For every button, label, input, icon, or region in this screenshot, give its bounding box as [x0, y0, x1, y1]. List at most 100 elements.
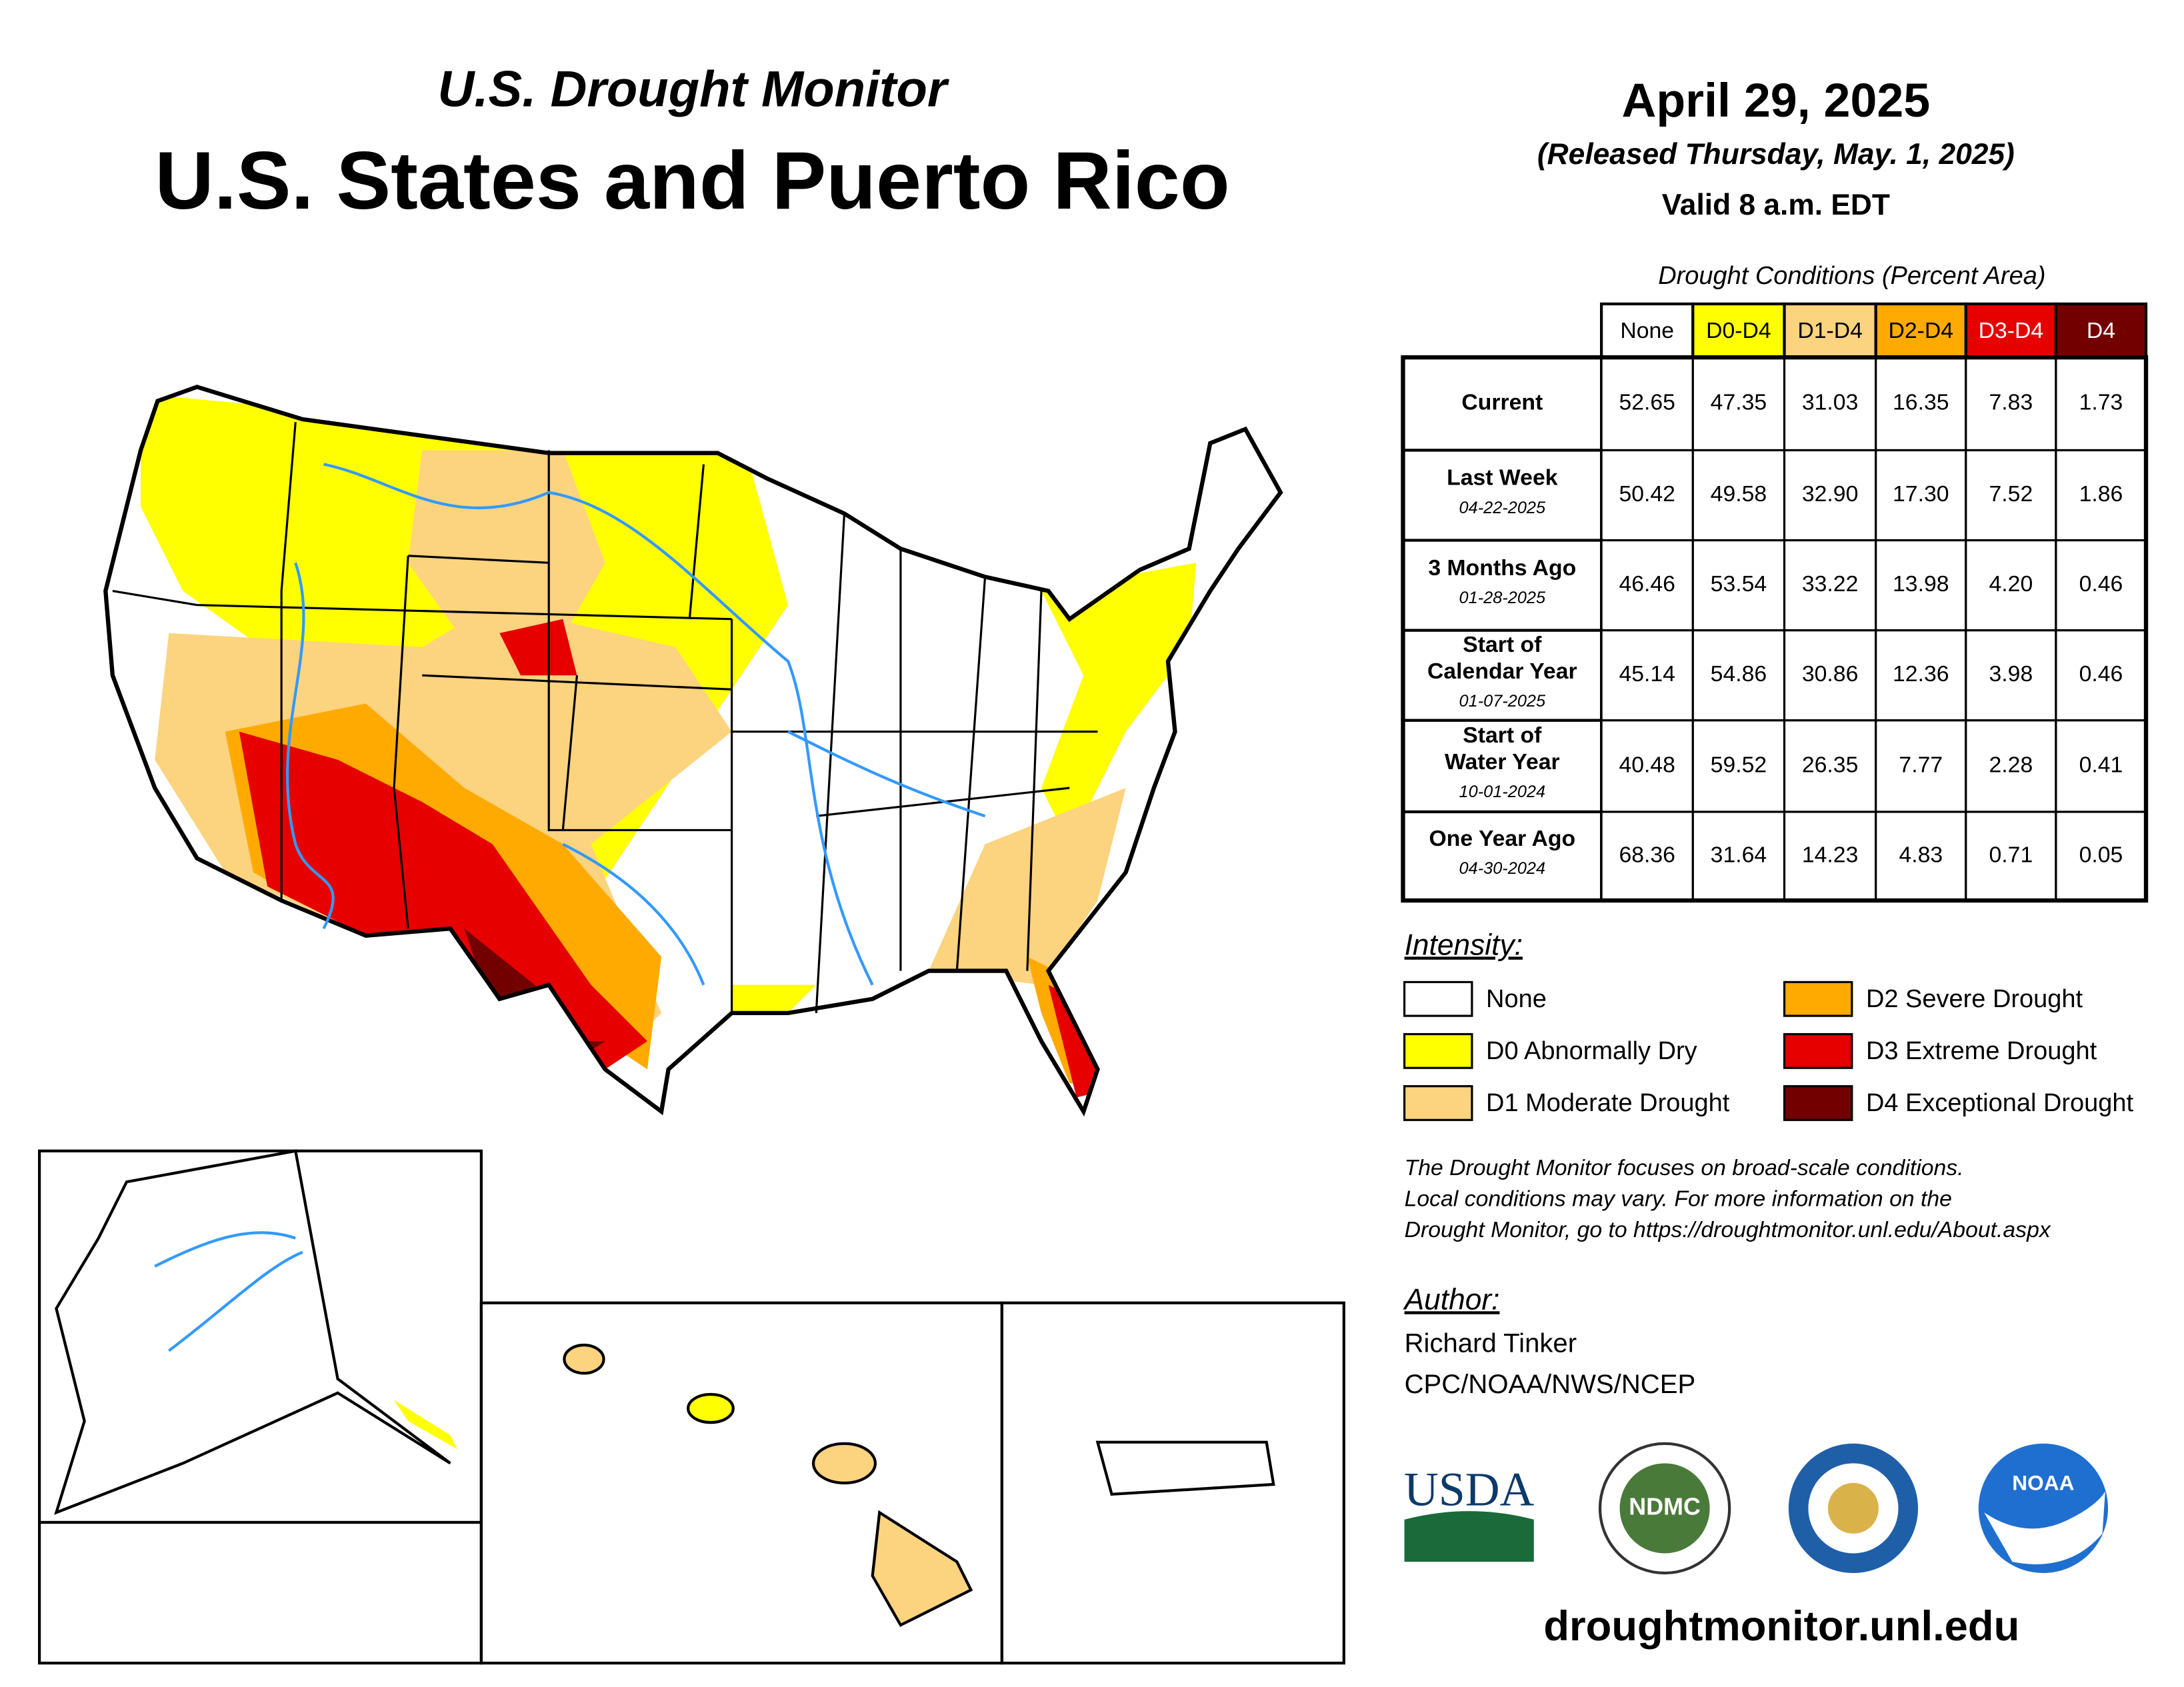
- date: April 29, 2025: [1622, 74, 1931, 127]
- row-date: 04-30-2024: [1459, 859, 1546, 878]
- value-cell: [2055, 811, 2147, 902]
- valid-time: Valid 8 a.m. EDT: [1662, 189, 1890, 221]
- noaa-logo: NOAA: [2012, 1470, 2074, 1494]
- value: 40.48: [1619, 752, 1675, 777]
- usda-logo: USDA: [1404, 1462, 1535, 1516]
- value: 0.46: [2079, 661, 2123, 687]
- value-cell: [1600, 719, 1694, 813]
- value: 49.58: [1711, 481, 1767, 507]
- value-cell: [1691, 356, 1786, 452]
- legend-swatch: [1403, 980, 1473, 1017]
- value: 32.90: [1802, 481, 1858, 507]
- row-date: 01-28-2025: [1459, 589, 1546, 607]
- value-cell: [1600, 539, 1694, 632]
- conditions-table: None D0-D4 D1-D4 D2-D4 D3-D4 D4 Current 52.65 47…: [1401, 302, 2149, 903]
- value: 1.73: [2079, 390, 2123, 415]
- author-title: Author:: [1403, 1283, 1500, 1316]
- logos: USDA NDMC NOAA: [1404, 1442, 2109, 1575]
- row-date: 10-01-2024: [1459, 783, 1546, 801]
- legend: None D0 Abnormally Dry D1 Moderate Drought…: [1403, 980, 2134, 1121]
- value-cell: [1965, 811, 2057, 902]
- legend-label: D2 Severe Drought: [1866, 985, 2083, 1013]
- legend-swatch: [1783, 980, 1853, 1017]
- conus-map: [103, 385, 1283, 1117]
- row-label: Current: [1461, 390, 1543, 415]
- value: 13.98: [1893, 571, 1949, 597]
- legend-swatch: [1403, 1085, 1473, 1121]
- value: 14.23: [1802, 842, 1858, 867]
- hawaii-inset: [479, 1301, 1004, 1665]
- value: 3.98: [1989, 661, 2033, 687]
- value: 16.35: [1893, 390, 1949, 415]
- puerto-rico-inset: [1000, 1301, 1345, 1665]
- table-border: [1401, 355, 2149, 903]
- value: 31.03: [1802, 390, 1858, 415]
- alaska-inset: [37, 1149, 483, 1665]
- value-cell: [1875, 719, 1967, 813]
- row-label-cell: [1401, 356, 1603, 452]
- value-cell: [1965, 449, 2057, 542]
- note-line: Local conditions may vary. For more info…: [1405, 1186, 1952, 1212]
- legend-label: D1 Moderate Drought: [1486, 1089, 1730, 1117]
- value-cell: [1783, 449, 1877, 542]
- author-org: CPC/NOAA/NWS/NCEP: [1405, 1370, 1696, 1399]
- value: 31.64: [1711, 842, 1767, 867]
- legend-swatch: [1783, 1085, 1853, 1121]
- value-cell: [1965, 539, 2057, 632]
- row-label: One Year Ago: [1429, 826, 1576, 851]
- value: 53.54: [1711, 571, 1767, 597]
- column-header: D1-D4: [1797, 318, 1863, 343]
- author-name: Richard Tinker: [1405, 1329, 1577, 1358]
- value: 0.71: [1989, 842, 2033, 867]
- value: 7.83: [1989, 390, 2033, 415]
- value-cell: [2055, 356, 2147, 452]
- value-cell: [1600, 449, 1694, 542]
- legend-label: D3 Extreme Drought: [1866, 1037, 2097, 1065]
- value: 7.77: [1899, 752, 1943, 777]
- row-label: 3 Months Ago: [1428, 555, 1576, 581]
- note: The Drought Monitor focuses on broad-sca…: [1405, 1155, 2051, 1242]
- value-cell: [1783, 719, 1877, 813]
- column-header-cell: [1783, 302, 1877, 359]
- value-cell: [2055, 449, 2147, 542]
- value-cell: [2055, 719, 2147, 813]
- value: 52.65: [1619, 390, 1675, 415]
- value-cell: [1875, 811, 1967, 902]
- value: 17.30: [1893, 481, 1949, 507]
- value: 0.46: [2079, 571, 2123, 597]
- value: 59.52: [1711, 752, 1767, 777]
- note-line: The Drought Monitor focuses on broad-sca…: [1405, 1155, 1964, 1180]
- value: 54.86: [1711, 661, 1767, 687]
- row-label: Last Week: [1447, 465, 1558, 491]
- value: 1.86: [2079, 481, 2123, 507]
- value: 0.41: [2079, 752, 2123, 777]
- column-header: None: [1620, 318, 1674, 343]
- row-label: Start of: [1463, 723, 1542, 748]
- row-label-cell: [1401, 629, 1603, 722]
- value: 50.42: [1619, 481, 1675, 507]
- value-cell: [1691, 629, 1786, 722]
- value-cell: [2055, 539, 2147, 632]
- column-header: D0-D4: [1706, 318, 1771, 343]
- value-cell: [1600, 811, 1694, 902]
- row-label: Calendar Year: [1427, 659, 1577, 684]
- value: 12.36: [1893, 661, 1949, 687]
- row-date: 04-22-2025: [1459, 499, 1546, 517]
- value: 2.28: [1989, 752, 2033, 777]
- row-date: 01-07-2025: [1459, 692, 1546, 711]
- column-header: D3-D4: [1979, 318, 2044, 343]
- row-label-cell: [1401, 810, 1603, 902]
- subtitle: U.S. Drought Monitor: [438, 61, 950, 117]
- ndmc-logo: NDMC: [1629, 1493, 1701, 1520]
- website: droughtmonitor.unl.edu: [1543, 1603, 2019, 1650]
- value: 68.36: [1619, 842, 1675, 867]
- legend-label: None: [1486, 985, 1547, 1013]
- value: 46.46: [1619, 571, 1675, 597]
- value-cell: [1783, 811, 1877, 902]
- value: 7.52: [1989, 481, 2033, 507]
- value: 30.86: [1802, 661, 1858, 687]
- legend-title: Intensity:: [1405, 928, 1523, 961]
- value: 4.20: [1989, 571, 2033, 597]
